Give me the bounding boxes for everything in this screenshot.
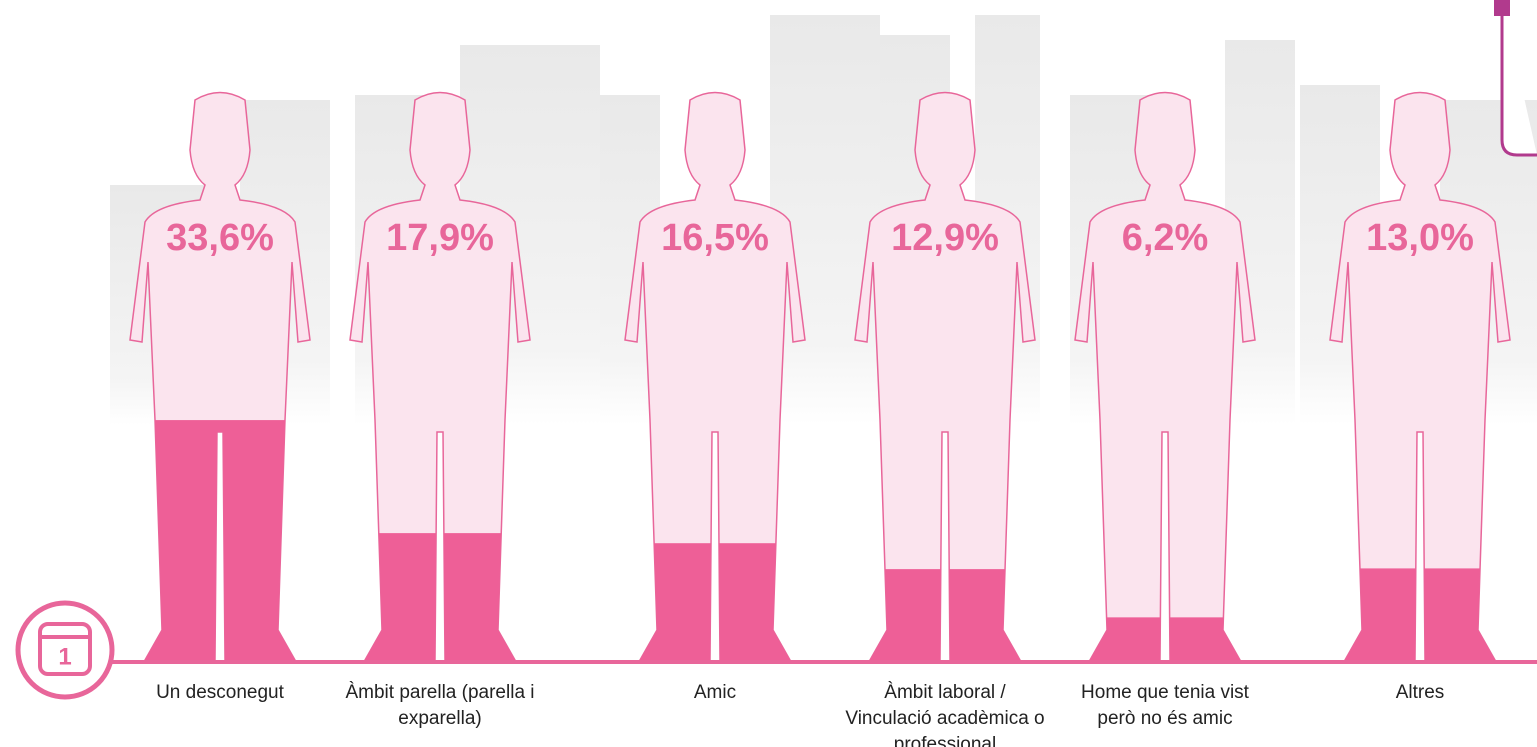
fill-level [615, 543, 815, 662]
value-label: 33,6% [166, 217, 274, 259]
infographic: 1 33,6% 17,9% 16,5% 12,9% 6,2% 13,0% Un desco… [0, 0, 1537, 747]
calendar-number: 1 [58, 643, 71, 670]
value-label: 17,9% [386, 217, 494, 259]
fill-level [845, 569, 1045, 662]
category-label: Un desconegut [105, 680, 335, 706]
fill-level [340, 533, 540, 662]
category-label: Altres [1305, 680, 1535, 706]
category-label: Àmbit parella (parella i exparella) [340, 680, 540, 732]
fill-level [1320, 568, 1520, 662]
value-label: 6,2% [1122, 217, 1209, 259]
fill-level [1065, 617, 1265, 662]
chart: 1 33,6% 17,9% 16,5% 12,9% 6,2% 13,0% [0, 0, 1537, 747]
category-label: Àmbit laboral / Vinculació acadèmica o p… [845, 680, 1045, 747]
value-label: 12,9% [891, 217, 999, 259]
value-label: 16,5% [661, 217, 769, 259]
fill-level [120, 420, 320, 662]
corner-box [1502, 0, 1537, 155]
category-label: Home que tenia vist però no és amic [1065, 680, 1265, 732]
corner-tab [1494, 0, 1510, 16]
skyline [110, 15, 1537, 425]
category-label: Amic [600, 680, 830, 706]
value-label: 13,0% [1366, 217, 1474, 259]
